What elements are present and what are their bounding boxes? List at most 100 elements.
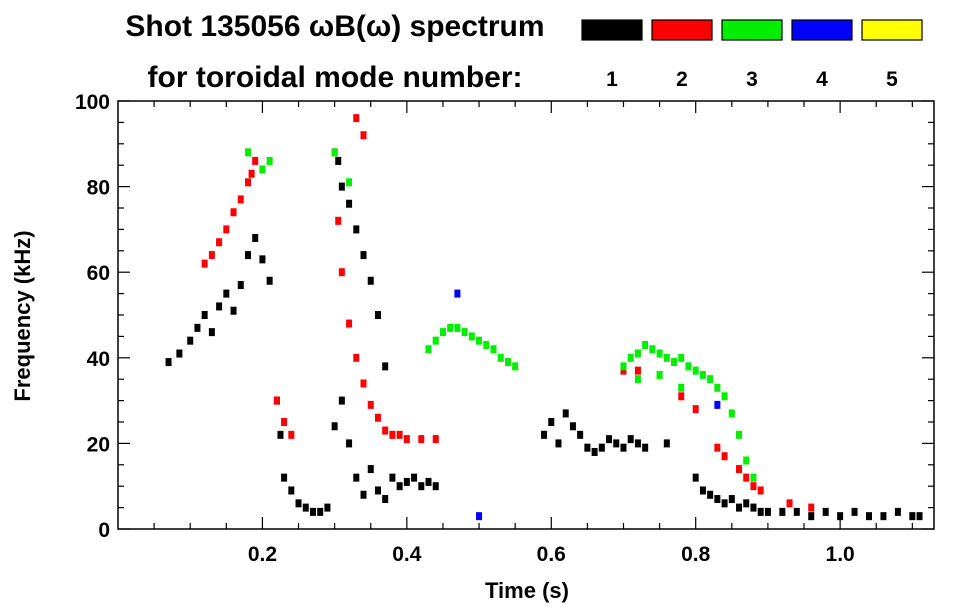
- mode-1-point: [259, 255, 266, 264]
- mode-1-point: [721, 499, 728, 508]
- mode-1-point: [598, 443, 605, 452]
- mode-3-point: [627, 353, 634, 362]
- mode-3-point: [476, 336, 483, 345]
- mode-1-point: [837, 512, 844, 521]
- mode-2-point: [692, 405, 699, 414]
- mode-2-point: [396, 430, 403, 439]
- mode-3-point: [490, 345, 497, 354]
- mode-1-point: [750, 503, 757, 512]
- mode-1-point: [548, 418, 555, 426]
- mode-2-point: [244, 178, 251, 187]
- y-tick-label: 100: [75, 91, 110, 114]
- mode-2-point: [620, 366, 627, 375]
- mode-1-point: [822, 507, 829, 516]
- mode-3-point: [483, 340, 490, 349]
- mode-1-point: [176, 349, 183, 358]
- mode-1-point: [382, 362, 389, 371]
- legend-label-mode-2: 2: [676, 68, 688, 91]
- mode-1-point: [324, 503, 331, 512]
- mode-1-point: [909, 512, 916, 521]
- mode-3-point: [439, 328, 446, 337]
- mode-2-point: [237, 195, 244, 204]
- mode-1-point: [569, 422, 576, 431]
- y-tick-label: 80: [87, 177, 110, 200]
- mode-1-point: [627, 435, 634, 444]
- chart-subtitle: for toroidal mode number:: [148, 61, 523, 94]
- mode-2-point: [360, 379, 367, 388]
- mode-2-point: [216, 238, 223, 247]
- mode-3-point: [728, 409, 735, 418]
- mode-1-point: [736, 503, 743, 512]
- legend-swatch-mode-3: [721, 19, 783, 41]
- x-axis: 0.2 0.4 0.6 0.8 1.0: [153, 101, 913, 566]
- mode-1-point: [346, 199, 353, 208]
- mode-1-point: [338, 182, 345, 191]
- x-tick-label: 1.0: [826, 543, 855, 566]
- mode-3-point: [634, 349, 641, 358]
- mode-1-point: [302, 503, 309, 512]
- mode-2-point: [382, 426, 389, 435]
- mode-1-point: [346, 439, 353, 448]
- mode-1-point: [418, 482, 425, 491]
- mode-3-point: [685, 362, 692, 371]
- mode-2-point: [273, 396, 280, 405]
- mode-1-point: [277, 430, 284, 439]
- mode-1-point: [714, 495, 721, 504]
- mode-1-point: [266, 276, 273, 285]
- mode-3-point: [743, 456, 750, 465]
- mode-1-point: [208, 328, 215, 337]
- mode-2-point: [353, 353, 360, 362]
- mode-1-point: [584, 443, 591, 452]
- mode-1-point: [165, 358, 172, 367]
- mode-1-point: [555, 439, 562, 448]
- legend-label-mode-5: 5: [886, 68, 898, 91]
- mode-3-point: [692, 366, 699, 375]
- plot-area: 0.2 0.4 0.6 0.8 1.0 0 20 40 60 80 100: [75, 91, 935, 566]
- mode-1-point: [699, 486, 706, 495]
- mode-1-point: [230, 306, 237, 315]
- mode-1-point: [309, 507, 316, 516]
- mode-1-point: [396, 482, 403, 491]
- x-tick-label: 0.4: [392, 543, 422, 566]
- mode-1-point: [201, 311, 208, 319]
- mode-1-point: [295, 499, 302, 508]
- mode-1-point: [880, 512, 887, 521]
- mode-1-point: [728, 495, 735, 504]
- mode-1-point: [338, 396, 345, 405]
- mode-3-point: [750, 473, 757, 482]
- mode-1-point: [894, 507, 901, 516]
- mode-1-point: [764, 507, 771, 516]
- mode-1-point: [606, 435, 613, 444]
- mode-3-point: [714, 383, 721, 392]
- mode-2-point: [374, 413, 381, 422]
- mode-3-point: [656, 349, 663, 358]
- mode-2-point: [223, 225, 230, 234]
- mode-2-point: [743, 473, 750, 482]
- mode-2-point: [252, 156, 259, 165]
- mode-1-point: [374, 486, 381, 495]
- mode-1-point: [360, 251, 367, 260]
- mode-2-point: [281, 418, 288, 426]
- x-axis-label: Time (s): [485, 578, 569, 603]
- mode-2-point: [346, 319, 353, 328]
- y-tick-label: 20: [87, 433, 110, 456]
- mode-1-point: [317, 507, 324, 516]
- mode-3-point: [663, 353, 670, 362]
- mode-2-point: [201, 259, 208, 268]
- mode-1-point: [613, 439, 620, 448]
- mode-2-point: [418, 435, 425, 444]
- mode-3-point: [244, 148, 251, 157]
- mode-2-point: [389, 430, 396, 439]
- mode-1-point: [216, 302, 223, 311]
- mode-2-point: [634, 366, 641, 375]
- x-tick-label: 0.6: [537, 543, 566, 566]
- mode-1-point: [281, 473, 288, 482]
- mode-4-point: [714, 400, 721, 409]
- mode-1-point: [642, 443, 649, 452]
- x-tick-label: 0.2: [248, 543, 277, 566]
- legend-swatch-mode-2: [651, 19, 713, 41]
- legend-label-mode-4: 4: [816, 68, 828, 91]
- y-tick-label: 60: [87, 262, 110, 285]
- mode-2-point: [432, 435, 439, 444]
- mode-4-point: [476, 512, 483, 521]
